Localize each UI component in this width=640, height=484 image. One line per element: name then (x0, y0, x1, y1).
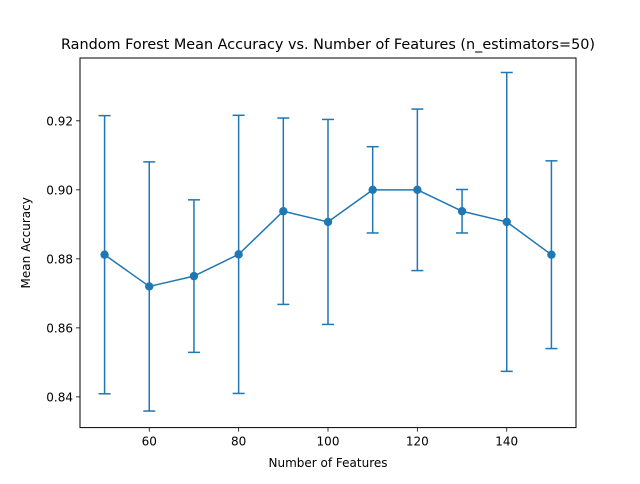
data-point (323, 217, 333, 227)
chart-title: Random Forest Mean Accuracy vs. Number o… (61, 37, 595, 53)
data-point (368, 185, 377, 195)
data-point (413, 185, 422, 195)
x-tick-label: 60 (142, 435, 157, 449)
data-point (100, 250, 109, 259)
y-axis-label: Mean Accuracy (19, 197, 33, 288)
x-axis-label: Number of Features (269, 456, 388, 470)
y-tick-label: 0.84 (46, 390, 73, 404)
data-point (145, 282, 154, 291)
data-point (547, 250, 556, 259)
y-tick-label: 0.92 (46, 114, 73, 128)
x-tick-label: 80 (231, 435, 246, 449)
x-tick-label: 140 (495, 435, 518, 449)
y-tick-label: 0.88 (46, 252, 73, 266)
data-point (279, 207, 288, 216)
y-tick-label: 0.90 (46, 183, 73, 197)
x-tick-label: 100 (317, 435, 340, 449)
axis-ticks: 60 80 100 120 140 0.84 0.86 0.88 0.90 0.92 (46, 114, 518, 448)
data-point (234, 250, 243, 259)
y-tick-label: 0.86 (46, 321, 73, 335)
data-point (457, 207, 467, 216)
data-point (189, 271, 199, 281)
x-tick-label: 120 (406, 435, 429, 449)
plot-area (98, 71, 558, 412)
data-point (502, 217, 511, 227)
